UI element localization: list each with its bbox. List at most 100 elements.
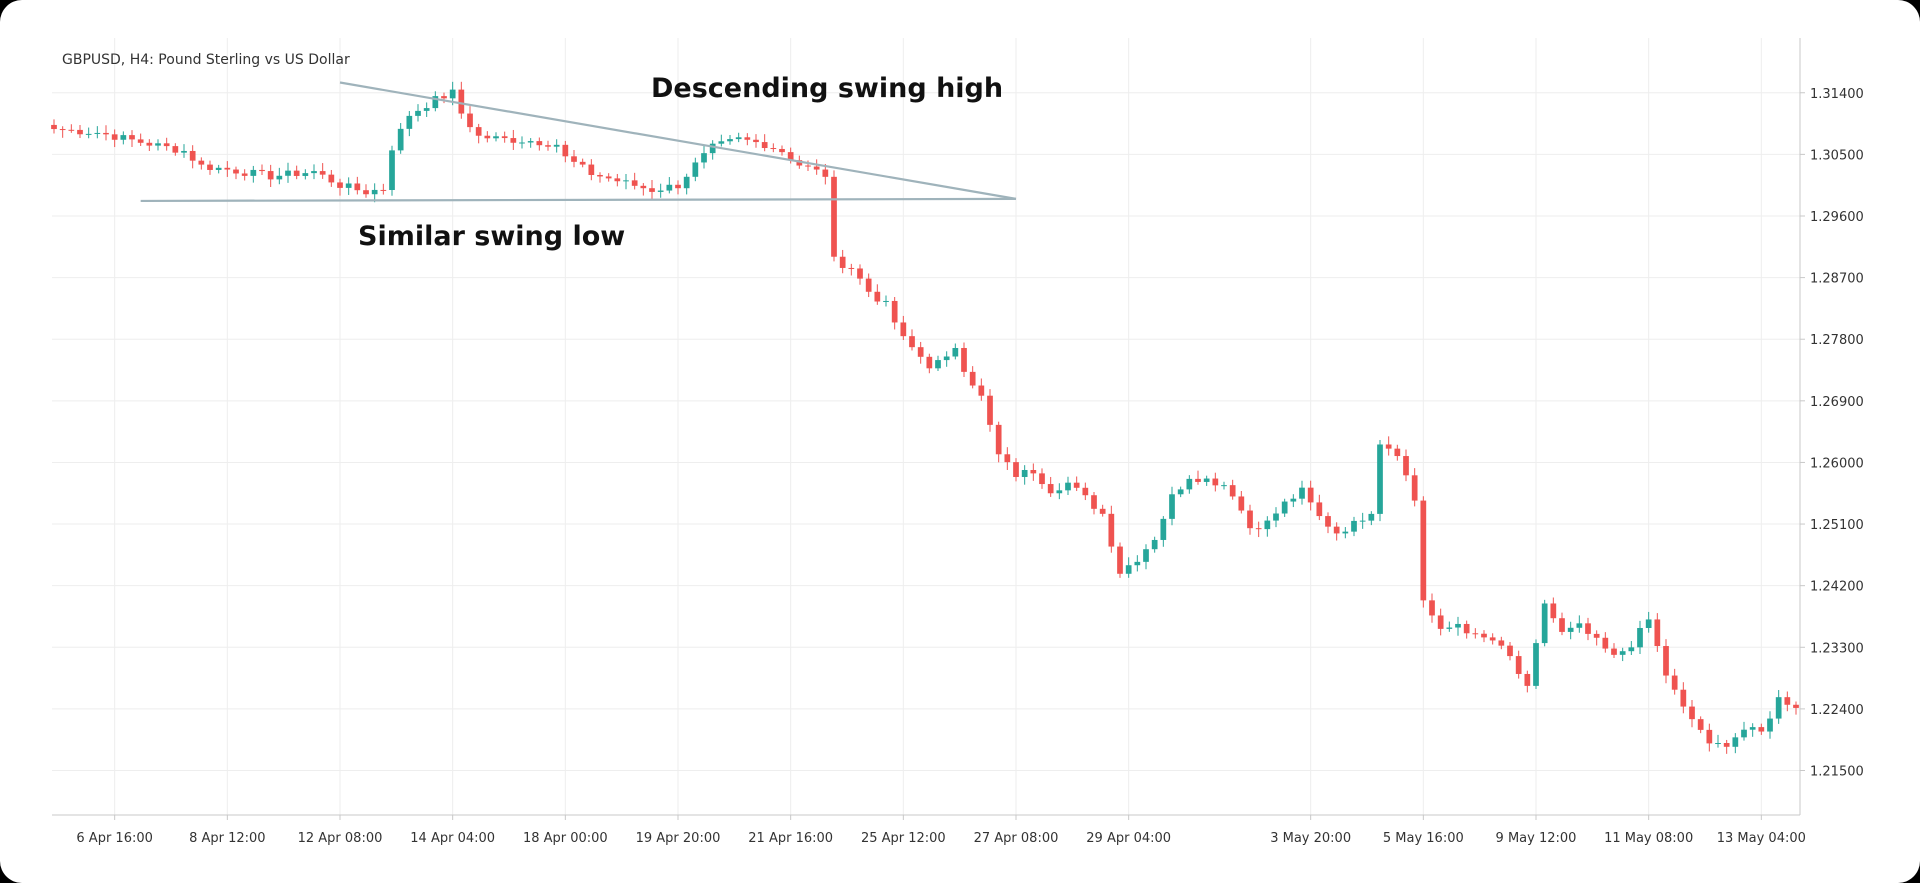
candle-body (337, 182, 343, 188)
candle-body (1723, 743, 1730, 747)
candle-body (1255, 528, 1262, 530)
candle-body (59, 129, 66, 131)
candle-body (1195, 478, 1201, 482)
candle-body (1715, 743, 1721, 745)
candle-body (85, 133, 92, 135)
candle-body (319, 171, 326, 175)
candle-body (917, 347, 924, 357)
candle-body (1229, 485, 1236, 497)
candle-body (1637, 627, 1643, 648)
candle-body (1689, 706, 1695, 720)
candle-body (1628, 647, 1635, 652)
candle-body (1247, 510, 1253, 529)
candle-body (649, 188, 655, 192)
candle-body (1489, 637, 1496, 641)
candle-body (1013, 462, 1019, 477)
candle-body (68, 129, 75, 131)
price-tick-label: 1.24200 (1810, 580, 1864, 595)
candle-body (545, 145, 551, 147)
candle-body (1576, 623, 1583, 628)
candle-body (1082, 487, 1089, 496)
candle-body (1160, 518, 1167, 540)
candle-body (441, 96, 447, 99)
time-tick-label: 18 Apr 00:00 (523, 831, 608, 846)
candle-body (172, 146, 179, 153)
candle-body (1593, 633, 1600, 638)
price-tick-label: 1.30500 (1810, 148, 1864, 163)
candle-body (458, 89, 465, 114)
time-tick-label: 9 May 12:00 (1496, 831, 1577, 846)
trendline-similar-swing-low (140, 197, 1017, 203)
annotation-similar-swing-low: Similar swing low (358, 221, 625, 252)
candle-body (805, 165, 811, 167)
candle-body (484, 135, 491, 139)
candle-body (1143, 549, 1149, 562)
candle-body (1281, 501, 1288, 514)
candle-body (129, 135, 135, 140)
candle-body (449, 89, 456, 99)
candle-body (1654, 619, 1661, 647)
candle-body (1351, 520, 1357, 532)
candle-body (857, 268, 863, 279)
candle-body (189, 150, 196, 161)
candle-body (701, 153, 707, 163)
candle-body (354, 183, 361, 191)
price-tick-label: 1.27800 (1810, 333, 1864, 348)
candle-body (1004, 454, 1011, 463)
candle-body (1368, 513, 1375, 521)
price-tick-label: 1.28700 (1810, 272, 1864, 287)
candle-body (302, 173, 309, 176)
candle-body (389, 150, 395, 191)
candle-body (406, 115, 413, 129)
candle-body (1151, 539, 1158, 550)
price-tick-labels: 1.31400 1.30500 1.29600 1.28700 1.27800 1.269… (1800, 87, 1864, 780)
time-tick-label: 12 Apr 08:00 (298, 831, 383, 846)
candle-body (1697, 719, 1704, 730)
candle-body (865, 278, 872, 292)
candle-body (978, 385, 985, 396)
candle-body (536, 141, 543, 146)
candle-body (1481, 633, 1487, 638)
chart-title: GBPUSD, H4: Pound Sterling vs US Dollar (62, 52, 350, 68)
candle-body (579, 161, 586, 165)
candle-body (640, 185, 647, 189)
candle-body (1264, 520, 1271, 530)
candle-body (519, 142, 525, 144)
candle-body (1134, 561, 1141, 566)
candle-body (1585, 623, 1591, 634)
candle-body (1212, 478, 1219, 486)
candle-body (276, 175, 283, 180)
candle-body (467, 113, 473, 128)
candle-body (527, 141, 534, 143)
candle-body (1047, 484, 1054, 494)
candle-body (1507, 645, 1513, 657)
candle-body (1377, 444, 1383, 514)
candle-body (571, 156, 577, 162)
candle-body (311, 171, 317, 174)
candle-body (1385, 444, 1392, 449)
candle-body (1394, 448, 1401, 457)
candle-body (848, 267, 855, 269)
candle-body (1619, 651, 1626, 655)
candle-body (822, 169, 829, 177)
candle-body (1221, 485, 1227, 487)
candle-body (1099, 508, 1106, 514)
candle-body (1559, 618, 1565, 632)
candle-body (1611, 648, 1617, 655)
candle-body (198, 160, 205, 165)
candle-body (415, 110, 421, 116)
candle-body (137, 139, 144, 143)
candle-body (475, 127, 482, 136)
price-tick-label: 1.23300 (1810, 641, 1864, 656)
candle-body (285, 170, 291, 176)
candle-body (831, 176, 837, 257)
time-tick-label: 21 Apr 16:00 (748, 831, 833, 846)
candle-body (796, 160, 803, 166)
candle-body (1325, 516, 1331, 527)
candle-body (51, 124, 57, 130)
candle-body (1065, 482, 1071, 491)
price-tick-label: 1.26000 (1810, 456, 1864, 471)
candle-body (987, 395, 993, 425)
candle-body (787, 152, 794, 161)
